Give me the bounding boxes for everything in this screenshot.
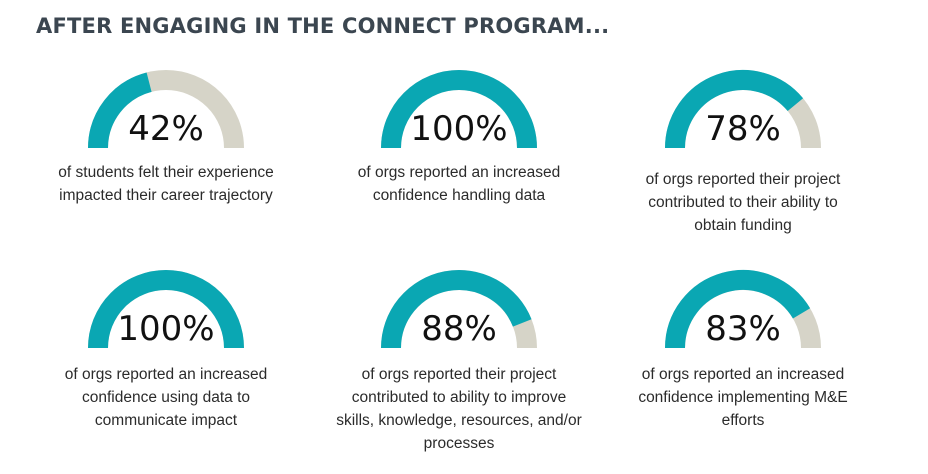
gauge-chart: 42%	[88, 70, 244, 149]
stat-card-students-career: 42% of students felt their experience im…	[21, 70, 311, 207]
stat-card-implementing-me: 83% of orgs reported an increased confid…	[598, 270, 888, 432]
gauge-chart: 88%	[381, 270, 537, 349]
gauge-chart: 78%	[665, 70, 821, 149]
gauge-fill	[381, 70, 537, 149]
stat-caption: of orgs reported an increased confidence…	[638, 366, 848, 429]
gauge-value-label: 78%	[705, 109, 781, 149]
gauge-chart: 100%	[88, 270, 244, 349]
gauge-fill	[665, 270, 811, 349]
gauge-fill	[381, 270, 532, 349]
gauge-value-label: 100%	[117, 309, 214, 349]
stat-card-handling-data: 100% of orgs reported an increased confi…	[314, 70, 604, 207]
stat-caption: of orgs reported an increased confidence…	[64, 366, 268, 429]
gauge-chart: 83%	[665, 270, 821, 349]
stat-card-improve-skills: 88% of orgs reported their project contr…	[314, 270, 604, 455]
gauge-fill	[665, 70, 804, 149]
stat-caption: of orgs reported their project contribut…	[645, 171, 841, 234]
gauge-value-label: 88%	[421, 309, 497, 349]
gauge-fill	[88, 270, 244, 349]
stat-caption: of students felt their experience impact…	[58, 164, 274, 204]
gauge-fill	[88, 72, 152, 149]
gauge-chart: 100%	[381, 70, 537, 149]
page-title: AFTER ENGAGING IN THE CONNECT PROGRAM...	[36, 14, 610, 38]
gauge-value-label: 42%	[128, 109, 204, 149]
stat-caption: of orgs reported an increased confidence…	[357, 164, 561, 204]
gauge-value-label: 83%	[705, 309, 781, 349]
stat-card-communicate-impact: 100% of orgs reported an increased confi…	[21, 270, 311, 432]
stat-caption: of orgs reported their project contribut…	[336, 366, 582, 452]
stat-card-obtain-funding: 78% of orgs reported their project contr…	[598, 70, 888, 237]
gauge-value-label: 100%	[410, 109, 507, 149]
